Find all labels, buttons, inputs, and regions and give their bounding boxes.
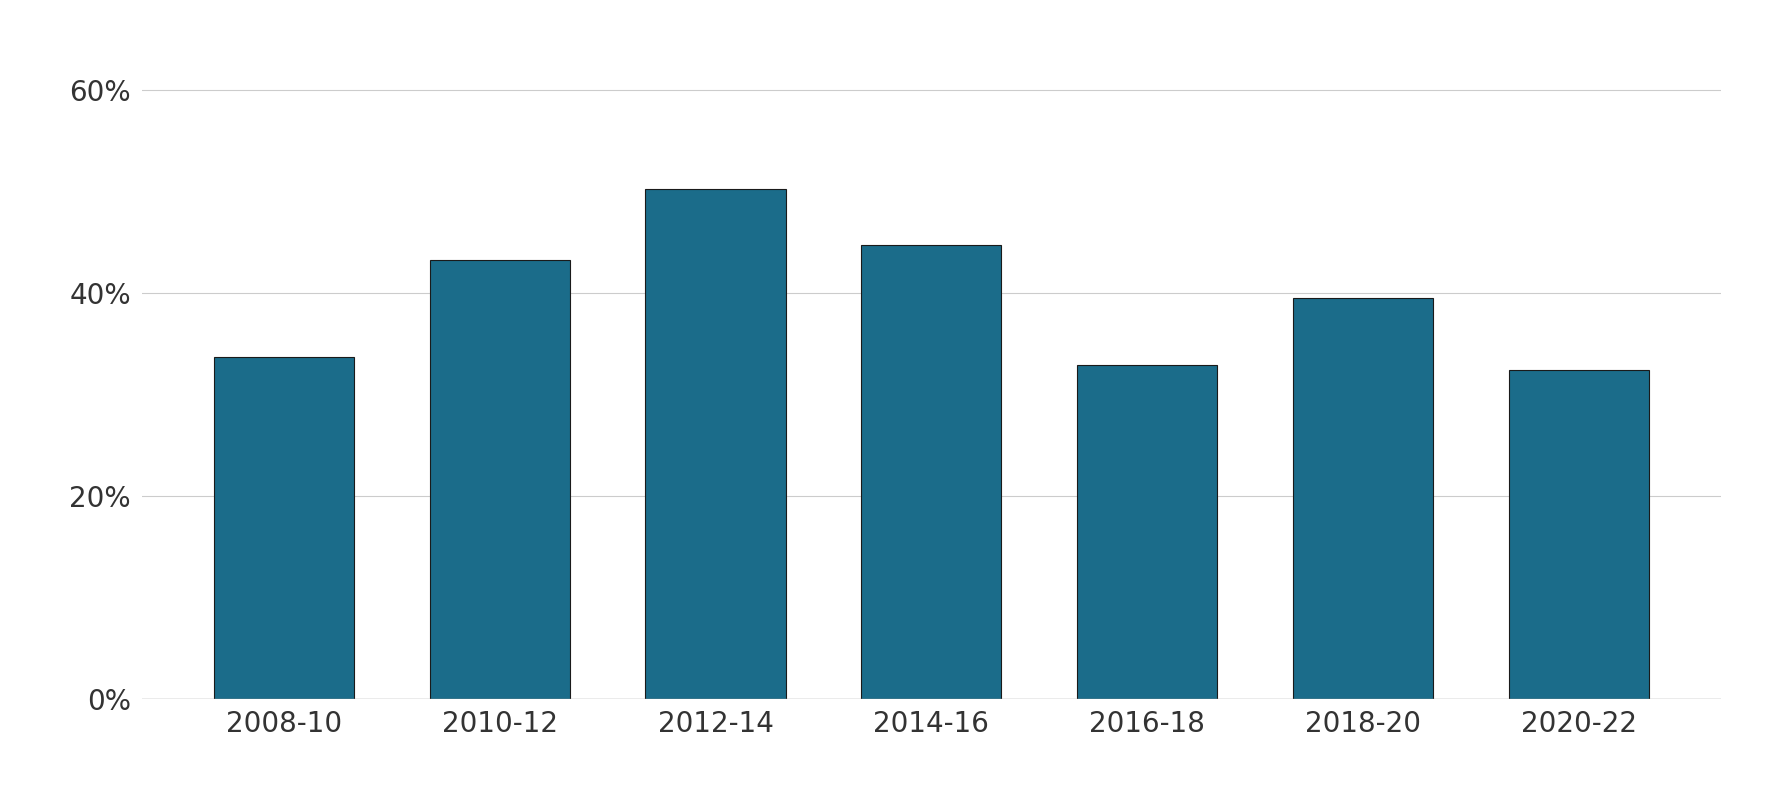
Bar [645, 189, 785, 699]
Bar [1507, 370, 1649, 699]
Bar [1293, 299, 1433, 699]
Bar [429, 260, 569, 699]
Bar [213, 357, 355, 699]
Bar [860, 245, 1002, 699]
Bar [1076, 365, 1216, 699]
